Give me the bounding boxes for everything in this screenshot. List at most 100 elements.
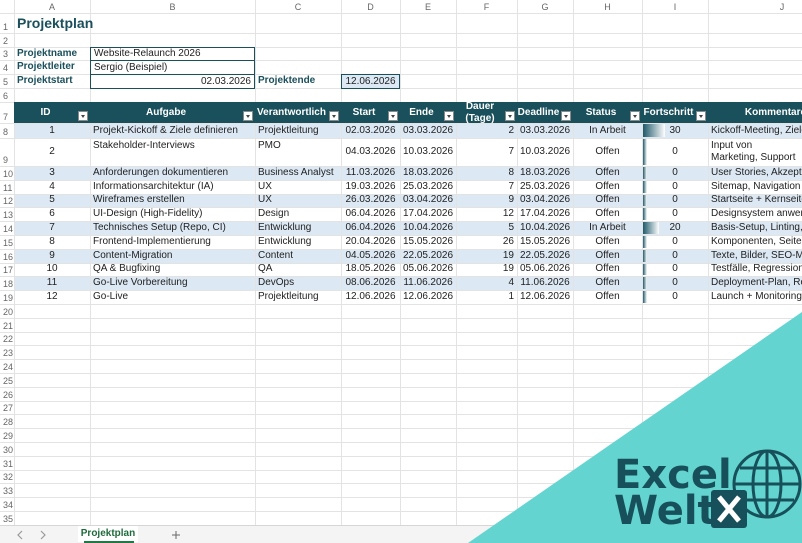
task-id: 8 (49, 235, 55, 247)
row-number: 23 (3, 348, 14, 359)
comment: Basis-Setup, Linting, E (711, 222, 802, 234)
end-date: 10.03.2026 (402, 146, 454, 157)
gridline (456, 0, 457, 525)
task-id: 2 (49, 146, 55, 157)
gridline (400, 0, 401, 525)
status: Offen (595, 208, 620, 220)
gridline (0, 179, 802, 181)
status: Offen (595, 277, 620, 289)
deadline: 03.04.2026 (519, 194, 571, 206)
task-id: 10 (46, 263, 58, 275)
comment: Texte, Bilder, SEO-Meta (711, 249, 802, 261)
status: Offen (595, 249, 620, 261)
filter-button[interactable] (78, 111, 88, 121)
task-name: Go-Live Vorbereitung (93, 277, 188, 289)
column-letter: G (541, 1, 549, 12)
progress: 0 (672, 249, 678, 261)
column-letter: A (48, 1, 55, 12)
gridline (0, 138, 802, 139)
progress: 20 (669, 222, 681, 234)
progress-bar (643, 222, 659, 234)
row-band (14, 123, 802, 138)
owner: Content (258, 249, 294, 261)
status: Offen (595, 291, 620, 303)
task-name: Stakeholder-Interviews (93, 140, 195, 151)
filter-button[interactable] (388, 111, 398, 121)
tab-nav[interactable] (10, 526, 70, 543)
start-date: 02.03.2026 (345, 124, 396, 136)
gridline (0, 483, 802, 485)
duration: 19 (502, 263, 514, 275)
task-name: Go-Live (93, 291, 129, 303)
gridline (0, 207, 802, 209)
row-band (14, 166, 802, 180)
filter-button[interactable] (444, 111, 454, 121)
row-number: 26 (3, 389, 14, 400)
column-letter: I (673, 1, 677, 12)
row-number: 12 (3, 196, 14, 207)
filter-button[interactable] (630, 111, 640, 121)
gridline (0, 386, 802, 388)
filter-button[interactable] (329, 111, 339, 121)
progress-bar (643, 249, 647, 262)
gridline (0, 442, 802, 443)
column-header: Fortschritt (643, 106, 694, 118)
gridline (0, 469, 802, 471)
comment: Komponenten, Seiten (711, 235, 802, 247)
status: Offen (595, 263, 620, 275)
filter-button[interactable] (243, 111, 253, 121)
sheet-title: Projektplan (17, 15, 94, 31)
gridline (0, 221, 802, 223)
row-band (14, 276, 802, 291)
column-letter: H (604, 1, 611, 12)
owner: QA (258, 263, 273, 275)
start-date: 20.04.2026 (345, 235, 396, 247)
deadline: 15.05.2026 (519, 235, 571, 247)
task-name: Technisches Setup (Repo, CI) (93, 222, 226, 234)
filter-button[interactable] (561, 111, 571, 121)
gridline (0, 60, 802, 61)
info-value: 02.03.2026 (90, 74, 255, 89)
filter-button[interactable] (696, 111, 706, 121)
sheet-tab[interactable]: Projektplan (78, 526, 138, 542)
status: In Arbeit (589, 124, 626, 136)
progress-bar (643, 167, 647, 179)
gridline (0, 88, 802, 89)
progress-bar (643, 194, 647, 207)
start-date: 12.06.2026 (345, 291, 396, 303)
row-band (14, 221, 802, 235)
task-name: Frontend-Implementierung (93, 235, 211, 247)
row-number: 8 (3, 127, 9, 137)
task-id: 9 (49, 249, 55, 261)
progress: 0 (672, 235, 678, 247)
gridline (573, 0, 574, 525)
row-number: 10 (3, 168, 14, 179)
gridline (0, 359, 802, 361)
info-label: Projektende (258, 75, 316, 86)
gridline (517, 0, 518, 525)
start-date: 04.05.2026 (345, 249, 396, 261)
column-letter: B (169, 1, 176, 12)
column-header: Kommentare (744, 106, 802, 118)
tab-underline (84, 541, 134, 543)
info-label: Projektstart (17, 75, 73, 86)
progress: 0 (672, 208, 678, 220)
gridline (14, 0, 15, 525)
row-number: 20 (3, 306, 14, 317)
task-name: Wireframes erstellen (93, 194, 185, 206)
task-id: 12 (46, 291, 58, 303)
add-sheet[interactable] (169, 528, 183, 542)
row-number: 32 (3, 472, 14, 483)
row-number: 6 (3, 91, 9, 101)
progress-bar (643, 291, 647, 303)
gridline (0, 455, 802, 457)
gridline (0, 262, 802, 264)
deadline: 22.05.2026 (519, 249, 571, 261)
column-letter: J (779, 1, 785, 12)
gridline (255, 0, 256, 525)
task-id: 1 (49, 124, 55, 136)
filter-button[interactable] (505, 111, 515, 121)
gridline (0, 331, 802, 333)
row-number: 21 (3, 320, 14, 331)
task-name: Projekt-Kickoff & Ziele definieren (93, 124, 238, 136)
